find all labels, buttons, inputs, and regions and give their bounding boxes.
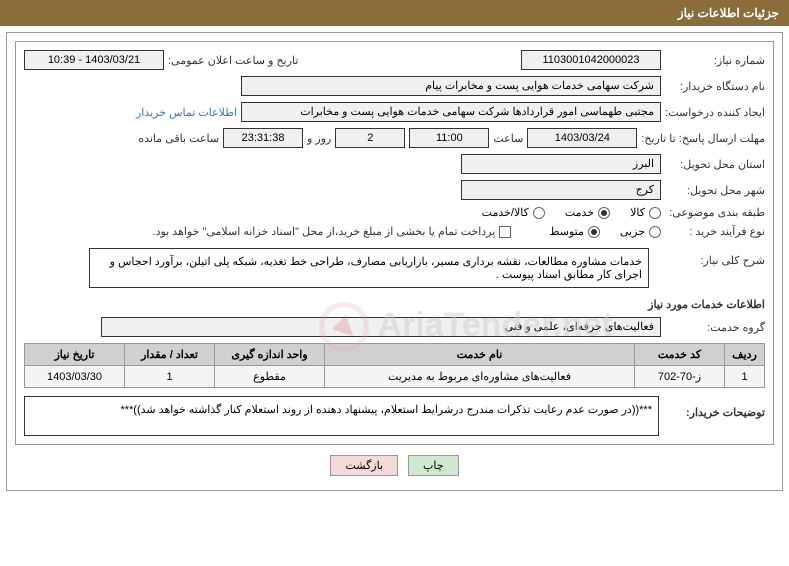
remaining-label: ساعت باقی مانده <box>138 132 219 145</box>
cat-goods-service-radio[interactable]: کالا/خدمت <box>482 206 545 219</box>
row-category: طبقه بندی موضوعی: کالا خدمت کالا/خدمت <box>24 206 765 219</box>
process-radio-group: جزیی متوسط <box>549 225 661 238</box>
deadline-time-value: 11:00 <box>409 128 489 148</box>
th-name: نام خدمت <box>325 344 635 366</box>
buyer-org-label: نام دستگاه خریدار: <box>665 80 765 93</box>
cat-service-label: خدمت <box>565 206 594 219</box>
province-label: استان محل تحویل: <box>665 158 765 171</box>
need-number-value: 1103001042000023 <box>521 50 661 70</box>
td-row: 1 <box>725 366 765 388</box>
announce-datetime-value: 1403/03/21 - 10:39 <box>24 50 164 70</box>
td-date: 1403/03/30 <box>25 366 125 388</box>
radio-icon <box>649 226 661 238</box>
buyer-notes-text: ***((در صورت عدم رعایت تذکرات مندرج درشر… <box>24 396 659 436</box>
back-button[interactable]: بازگشت <box>330 455 398 476</box>
th-date: تاریخ نیاز <box>25 344 125 366</box>
days-label: روز و <box>307 132 331 145</box>
page-title: جزئیات اطلاعات نیاز <box>678 6 779 20</box>
buyer-notes-label: توضیحات خریدار: <box>665 396 765 419</box>
row-process-type: نوع فرآیند خرید : جزیی متوسط پرداخت تمام… <box>24 225 765 238</box>
radio-icon <box>649 207 661 219</box>
time-label: ساعت <box>493 132 523 145</box>
cat-goods-label: کالا <box>630 206 645 219</box>
table-row: 1 ز-70-702 فعالیت‌های مشاوره‌ای مربوط به… <box>25 366 765 388</box>
days-value: 2 <box>335 128 405 148</box>
cat-goods-service-label: کالا/خدمت <box>482 206 529 219</box>
process-partial-radio[interactable]: جزیی <box>620 225 661 238</box>
buyer-contact-link[interactable]: اطلاعات تماس خریدار <box>136 106 237 119</box>
radio-icon <box>598 207 610 219</box>
announce-datetime-label: تاریخ و ساعت اعلان عمومی: <box>168 54 298 67</box>
process-partial-label: جزیی <box>620 225 645 238</box>
service-group-value: فعالیت‌های حرفه‌ای، علمی و فنی <box>101 317 661 337</box>
outer-panel: AriaTender.net شماره نیاز: 1103001042000… <box>6 32 783 491</box>
requester-label: ایجاد کننده درخواست: <box>665 106 765 119</box>
city-label: شهر محل تحویل: <box>665 184 765 197</box>
table-header-row: ردیف کد خدمت نام خدمت واحد اندازه گیری ت… <box>25 344 765 366</box>
td-name: فعالیت‌های مشاوره‌ای مربوط به مدیریت <box>325 366 635 388</box>
need-number-label: شماره نیاز: <box>665 54 765 67</box>
remaining-time-value: 23:31:38 <box>223 128 303 148</box>
inner-panel: AriaTender.net شماره نیاز: 1103001042000… <box>15 41 774 445</box>
description-label: شرح کلی نیاز: <box>665 248 765 267</box>
td-qty: 1 <box>125 366 215 388</box>
row-description: شرح کلی نیاز: خدمات مشاوره مطالعات، نقشه… <box>24 248 765 288</box>
city-value: کرج <box>461 180 661 200</box>
th-row: ردیف <box>725 344 765 366</box>
service-group-label: گروه خدمت: <box>665 321 765 334</box>
row-province: استان محل تحویل: البرز <box>24 154 765 174</box>
td-code: ز-70-702 <box>635 366 725 388</box>
print-button[interactable]: چاپ <box>408 455 459 476</box>
deadline-label: مهلت ارسال پاسخ: تا تاریخ: <box>641 132 765 145</box>
th-qty: تعداد / مقدار <box>125 344 215 366</box>
deadline-date-value: 1403/03/24 <box>527 128 637 148</box>
radio-icon <box>533 207 545 219</box>
services-table: ردیف کد خدمت نام خدمت واحد اندازه گیری ت… <box>24 343 765 388</box>
category-label: طبقه بندی موضوعی: <box>665 206 765 219</box>
cat-service-radio[interactable]: خدمت <box>565 206 610 219</box>
row-deadline: مهلت ارسال پاسخ: تا تاریخ: 1403/03/24 سا… <box>24 128 765 148</box>
category-radio-group: کالا خدمت کالا/خدمت <box>482 206 661 219</box>
process-type-label: نوع فرآیند خرید : <box>665 225 765 238</box>
buyer-org-value: شرکت سهامی خدمات هوایی پست و مخابرات پیا… <box>241 76 661 96</box>
cat-goods-radio[interactable]: کالا <box>630 206 661 219</box>
row-need-number: شماره نیاز: 1103001042000023 تاریخ و ساع… <box>24 50 765 70</box>
requester-value: مجتبی طهماسی امور قراردادها شرکت سهامی خ… <box>241 102 661 122</box>
row-requester: ایجاد کننده درخواست: مجتبی طهماسی امور ق… <box>24 102 765 122</box>
th-unit: واحد اندازه گیری <box>215 344 325 366</box>
radio-icon <box>588 226 600 238</box>
page-header: جزئیات اطلاعات نیاز <box>0 0 789 26</box>
row-city: شهر محل تحویل: کرج <box>24 180 765 200</box>
province-value: البرز <box>461 154 661 174</box>
row-buyer-org: نام دستگاه خریدار: شرکت سهامی خدمات هوای… <box>24 76 765 96</box>
process-medium-label: متوسط <box>549 225 584 238</box>
row-service-group: گروه خدمت: فعالیت‌های حرفه‌ای، علمی و فن… <box>24 317 765 337</box>
description-text: خدمات مشاوره مطالعات، نقشه برداری مسیر، … <box>89 248 649 288</box>
payment-note: پرداخت تمام یا بخشی از مبلغ خرید،از محل … <box>153 225 496 238</box>
service-info-title: اطلاعات خدمات مورد نیاز <box>24 298 765 311</box>
th-code: کد خدمت <box>635 344 725 366</box>
process-medium-radio[interactable]: متوسط <box>549 225 600 238</box>
payment-checkbox[interactable] <box>499 226 511 238</box>
row-buyer-notes: توضیحات خریدار: ***((در صورت عدم رعایت ت… <box>24 396 765 436</box>
td-unit: مقطوع <box>215 366 325 388</box>
button-row: چاپ بازگشت <box>11 455 778 476</box>
